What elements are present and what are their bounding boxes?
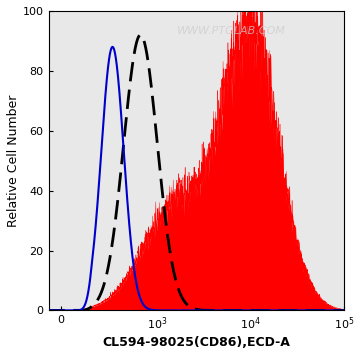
Text: WWW.PTGLAB.COM: WWW.PTGLAB.COM	[177, 26, 286, 36]
Y-axis label: Relative Cell Number: Relative Cell Number	[7, 94, 20, 227]
X-axis label: CL594-98025(CD86),ECD-A: CL594-98025(CD86),ECD-A	[102, 336, 290, 349]
